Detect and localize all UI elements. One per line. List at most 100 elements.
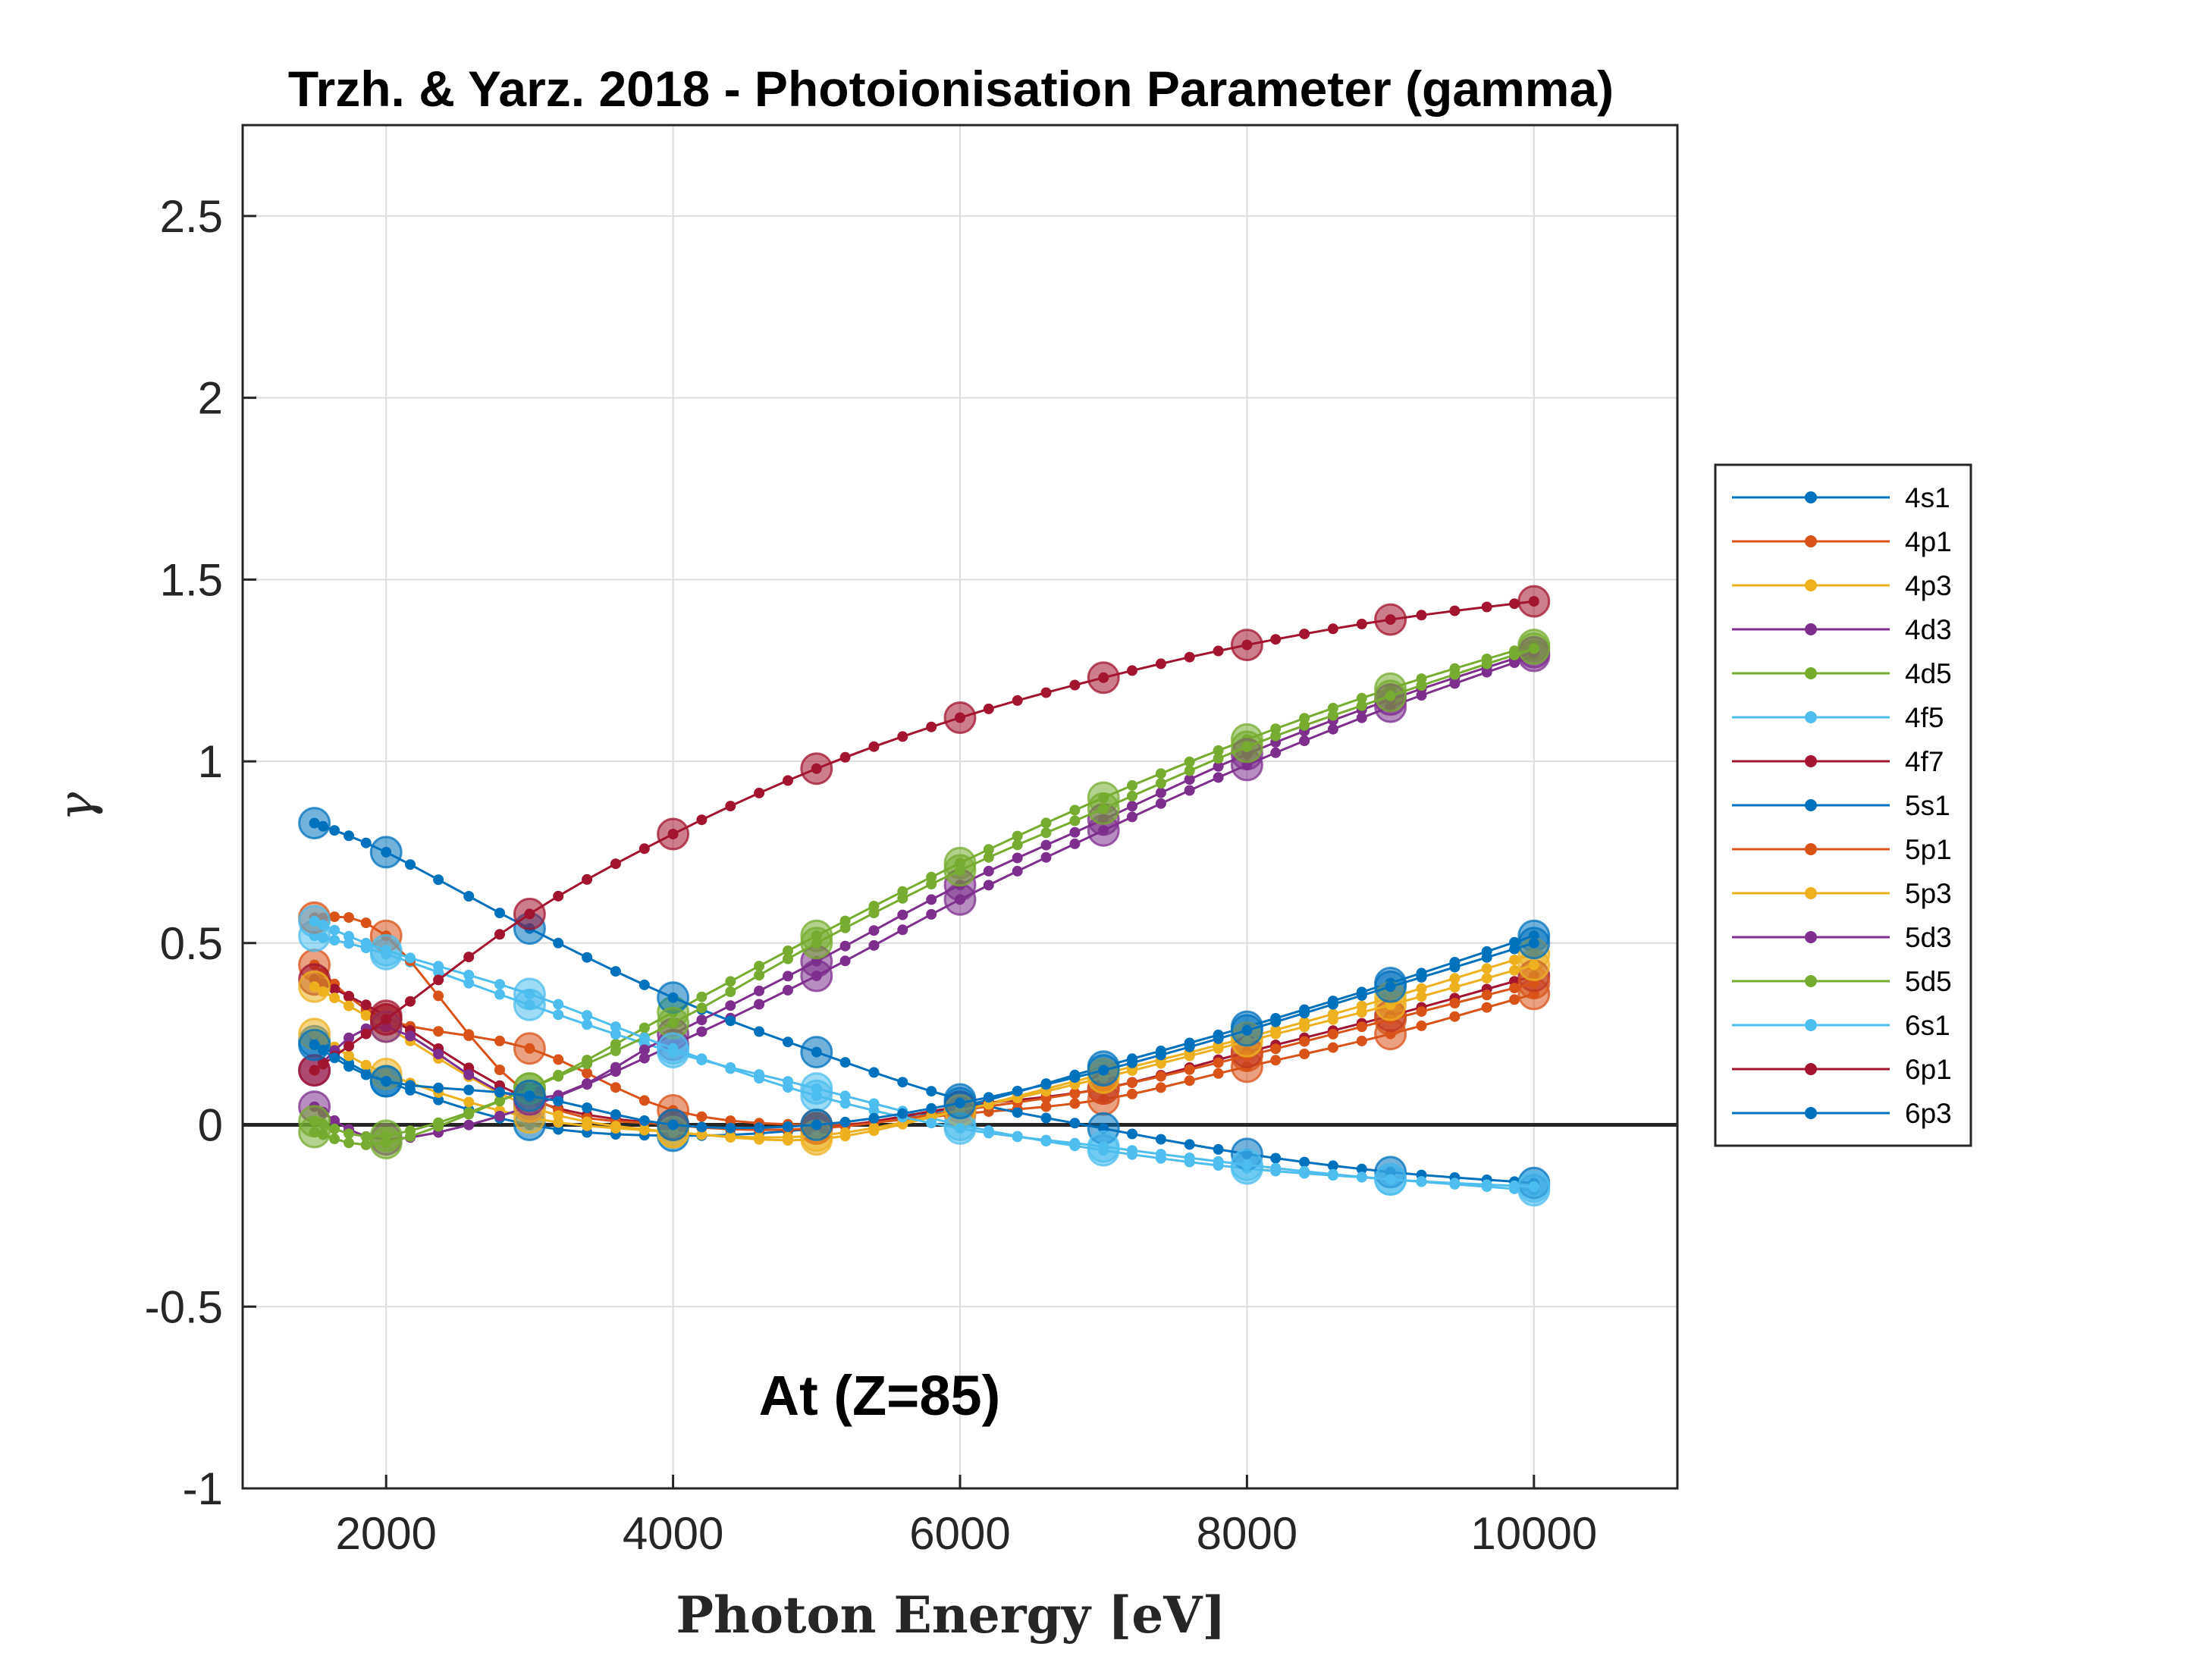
small-marker bbox=[1069, 679, 1081, 691]
small-marker bbox=[1356, 1171, 1367, 1183]
small-marker bbox=[360, 837, 372, 848]
data-point bbox=[1230, 1148, 1263, 1181]
series-6s1 bbox=[298, 905, 1551, 1203]
small-marker bbox=[1270, 1055, 1282, 1066]
small-marker bbox=[344, 990, 354, 1002]
small-marker bbox=[463, 1109, 475, 1120]
small-marker bbox=[783, 775, 793, 786]
small-marker bbox=[1012, 830, 1023, 842]
small-marker bbox=[1069, 826, 1081, 838]
y-tick-label: 0 bbox=[198, 1100, 223, 1151]
small-marker bbox=[610, 1021, 621, 1033]
small-marker bbox=[1299, 629, 1310, 640]
y-tick-label: 2 bbox=[198, 373, 223, 424]
small-marker bbox=[1416, 610, 1427, 621]
chart-title: Trzh. & Yarz. 2018 - Photoionisation Par… bbox=[288, 61, 1614, 117]
small-marker bbox=[696, 991, 708, 1002]
small-marker bbox=[610, 1029, 621, 1040]
small-marker bbox=[783, 1131, 793, 1143]
series-line bbox=[313, 654, 1535, 1141]
series-line bbox=[314, 934, 1534, 1192]
small-marker bbox=[1416, 680, 1427, 691]
small-marker bbox=[1127, 801, 1137, 812]
small-marker bbox=[696, 1002, 708, 1014]
small-marker bbox=[1069, 838, 1081, 849]
small-marker bbox=[405, 1080, 416, 1091]
legend-label: 6p3 bbox=[1905, 1098, 1952, 1129]
small-marker bbox=[1184, 1041, 1195, 1052]
small-marker bbox=[1184, 774, 1195, 785]
legend-swatch-marker bbox=[1805, 1063, 1817, 1075]
chart-annotation: At (Z=85) bbox=[759, 1364, 1001, 1427]
x-tick-label: 10000 bbox=[1470, 1508, 1597, 1559]
small-marker bbox=[638, 1115, 650, 1126]
small-marker bbox=[868, 939, 880, 951]
small-marker bbox=[897, 1077, 908, 1088]
small-marker bbox=[1040, 1079, 1052, 1090]
small-marker bbox=[1509, 1180, 1520, 1191]
small-marker bbox=[1127, 1077, 1137, 1088]
small-marker bbox=[783, 946, 793, 956]
small-marker bbox=[1299, 1036, 1310, 1047]
legend-label: 6p1 bbox=[1905, 1054, 1952, 1085]
small-marker bbox=[696, 1121, 708, 1133]
small-marker bbox=[1356, 712, 1367, 723]
small-marker bbox=[1481, 952, 1492, 963]
legend-item: 5p3 bbox=[1732, 878, 1952, 909]
small-marker bbox=[360, 1139, 372, 1150]
small-marker bbox=[1416, 983, 1427, 994]
small-marker bbox=[897, 892, 908, 904]
small-marker bbox=[582, 1078, 593, 1089]
data-point bbox=[1517, 585, 1551, 618]
small-marker bbox=[494, 1035, 505, 1046]
legend-item: 4d5 bbox=[1732, 658, 1952, 689]
small-marker bbox=[1356, 700, 1367, 711]
small-marker bbox=[1155, 1058, 1166, 1069]
small-marker bbox=[1327, 1168, 1338, 1180]
legend-swatch-marker bbox=[1805, 623, 1817, 635]
small-marker bbox=[405, 1131, 416, 1142]
small-marker bbox=[1069, 1098, 1081, 1109]
small-marker bbox=[329, 924, 340, 936]
small-marker bbox=[868, 1067, 880, 1078]
small-marker bbox=[1069, 1137, 1081, 1149]
x-axis-ticks: 2000 4000 6000 8000 10000 bbox=[335, 1475, 1597, 1559]
legend-label: 5d3 bbox=[1905, 922, 1952, 953]
small-marker bbox=[344, 912, 354, 923]
series-line bbox=[314, 644, 1535, 1138]
small-marker bbox=[754, 961, 765, 972]
small-marker bbox=[638, 1044, 650, 1055]
small-marker bbox=[1327, 1160, 1338, 1171]
legend-swatch-marker bbox=[1805, 491, 1817, 503]
legend-label: 4s1 bbox=[1905, 482, 1950, 513]
data-point bbox=[513, 977, 546, 1011]
legend-item: 4s1 bbox=[1732, 482, 1950, 513]
small-marker bbox=[329, 825, 340, 836]
small-marker bbox=[1184, 1153, 1195, 1163]
small-marker bbox=[329, 1052, 340, 1064]
small-marker bbox=[1040, 1101, 1052, 1112]
legend-label: 5p3 bbox=[1905, 878, 1952, 909]
data-point bbox=[1087, 1054, 1120, 1087]
small-marker bbox=[344, 1061, 354, 1072]
small-marker bbox=[582, 1010, 593, 1021]
small-marker bbox=[696, 1026, 708, 1037]
data-point bbox=[513, 1079, 546, 1112]
small-marker bbox=[638, 979, 650, 990]
small-marker bbox=[329, 983, 340, 995]
small-marker bbox=[1327, 999, 1338, 1010]
series-line bbox=[313, 600, 1534, 1071]
small-marker bbox=[433, 974, 444, 986]
small-marker bbox=[1270, 1043, 1282, 1055]
data-point bbox=[800, 1036, 833, 1069]
series-6p1 bbox=[298, 585, 1551, 1087]
small-marker bbox=[329, 911, 340, 923]
small-marker bbox=[1012, 1107, 1023, 1118]
small-marker bbox=[1327, 702, 1338, 713]
series-line bbox=[314, 822, 1534, 1184]
small-marker bbox=[1127, 1088, 1137, 1099]
small-marker bbox=[610, 966, 621, 977]
small-marker bbox=[463, 970, 475, 980]
small-marker bbox=[1213, 1043, 1224, 1054]
data-point bbox=[298, 1115, 331, 1149]
